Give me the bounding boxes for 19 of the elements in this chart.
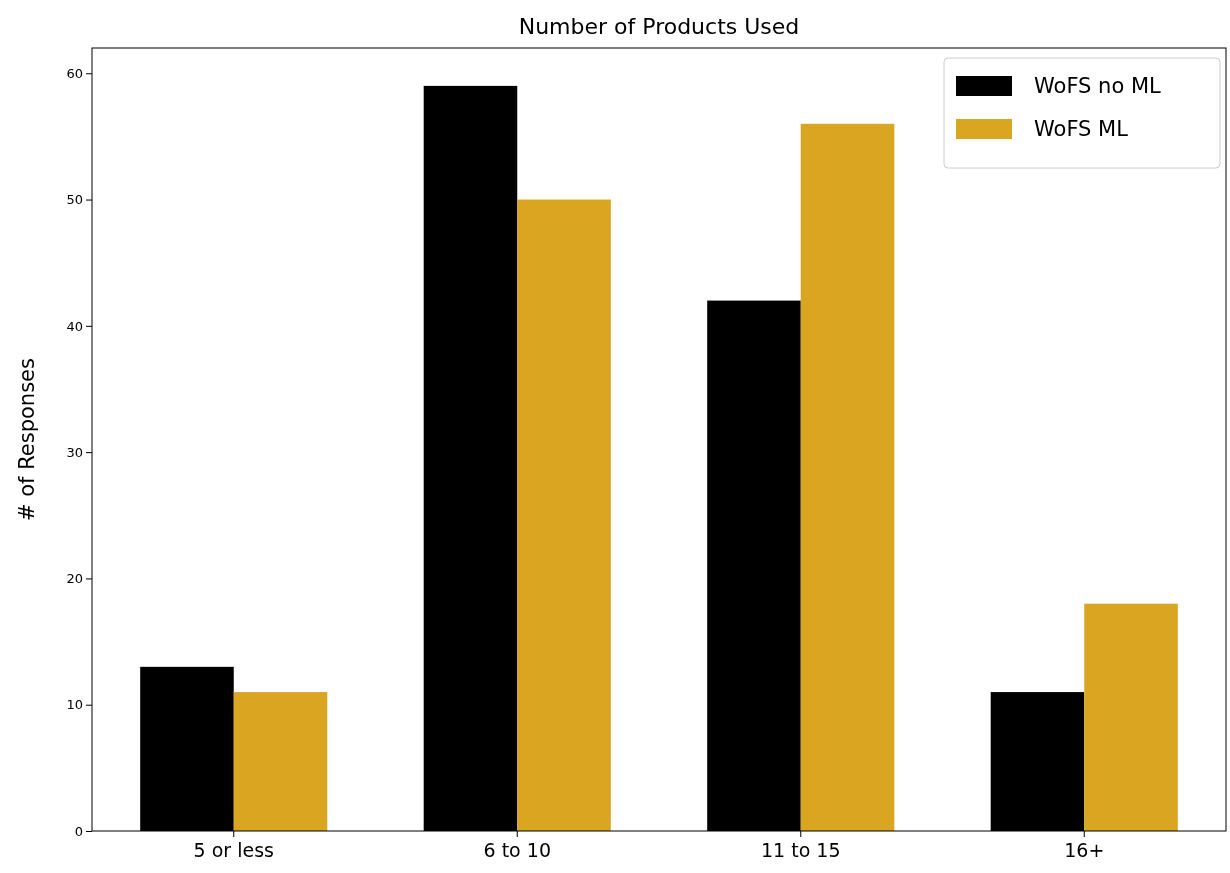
y-tick-label: 20 <box>66 571 83 587</box>
x-tick-label: 6 to 10 <box>483 839 551 862</box>
x-tick-label: 11 to 15 <box>760 839 841 862</box>
x-tick-label: 16+ <box>1064 839 1105 862</box>
y-tick-label: 30 <box>66 444 83 460</box>
x-tick-label: 5 or less <box>193 839 274 862</box>
y-tick-label: 40 <box>66 318 83 334</box>
bar <box>517 199 611 831</box>
y-tick-label: 0 <box>74 823 83 839</box>
y-tick-label: 60 <box>66 65 83 81</box>
legend-label: WoFS no ML <box>1034 74 1162 98</box>
y-tick-label: 10 <box>66 697 83 713</box>
bar <box>800 123 895 831</box>
bar <box>1084 603 1178 831</box>
bar <box>233 692 328 831</box>
chart-title: Number of Products Used <box>518 14 800 39</box>
legend-label: WoFS ML <box>1034 117 1129 141</box>
y-axis-title: # of Responses <box>15 358 39 521</box>
y-tick-label: 50 <box>66 192 83 208</box>
